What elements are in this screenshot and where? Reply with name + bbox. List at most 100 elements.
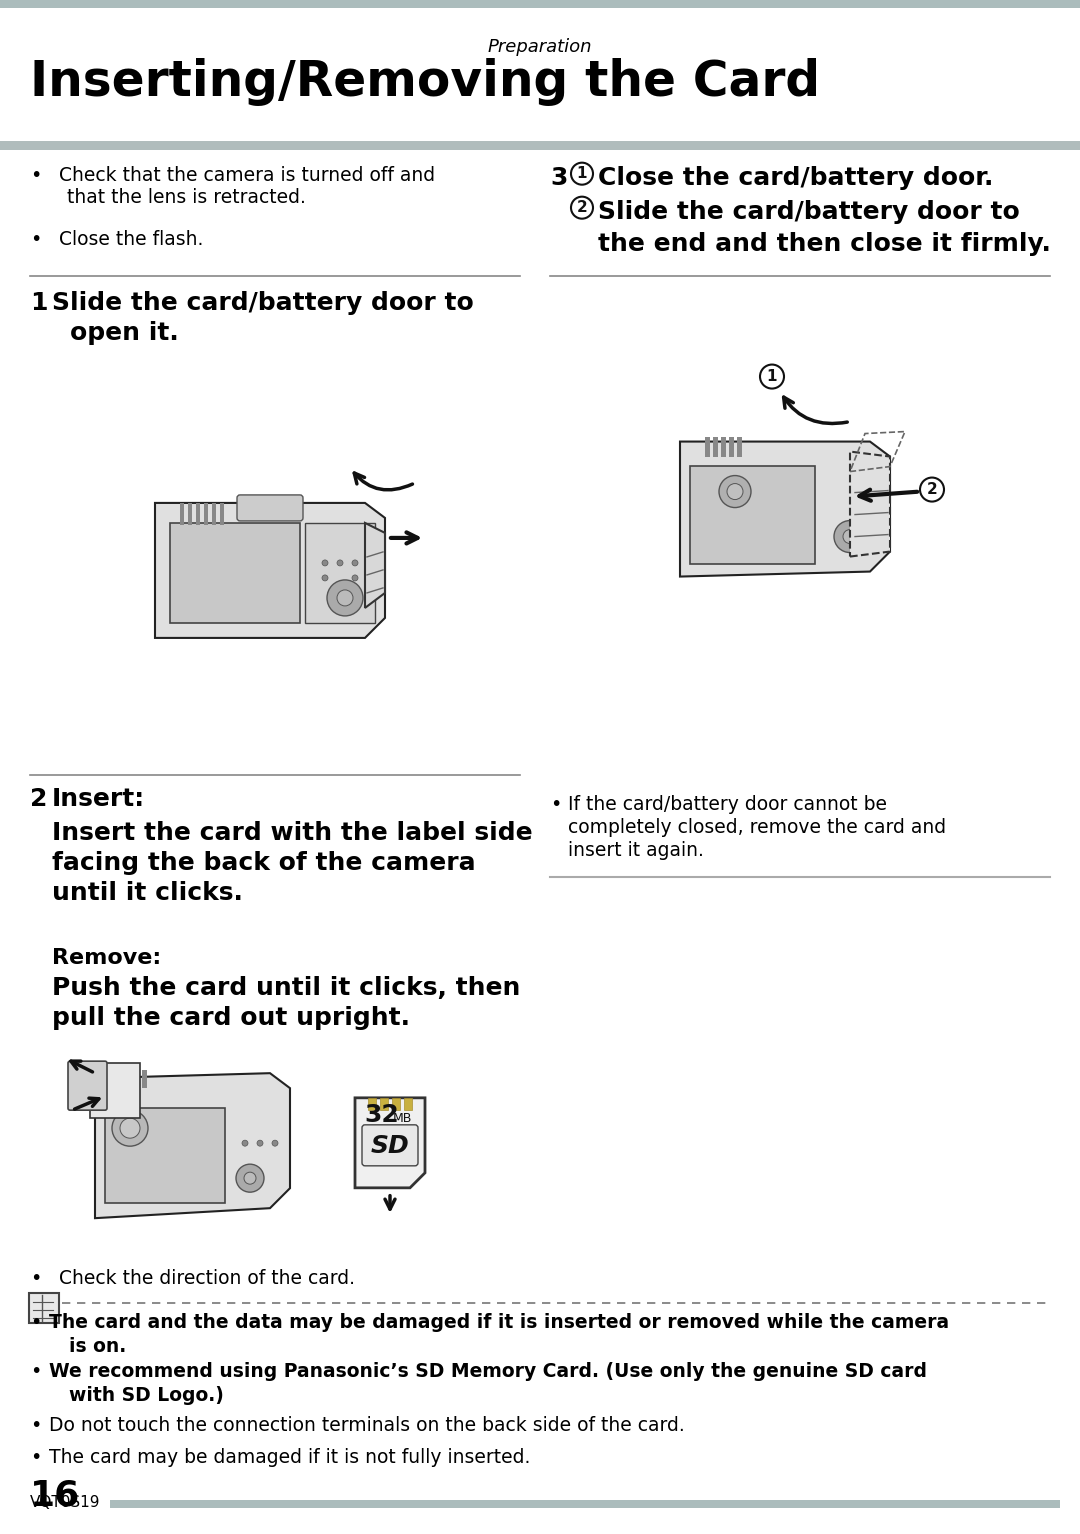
Circle shape <box>352 575 357 581</box>
FancyBboxPatch shape <box>29 1293 59 1322</box>
Text: 2: 2 <box>927 482 937 497</box>
Bar <box>180 503 184 525</box>
Text: •: • <box>30 1313 42 1332</box>
Polygon shape <box>850 451 890 557</box>
Bar <box>368 1098 376 1109</box>
Circle shape <box>337 591 353 606</box>
Bar <box>380 1098 388 1109</box>
Text: Inserting/Removing the Card: Inserting/Removing the Card <box>30 58 821 106</box>
Text: 2: 2 <box>577 199 588 215</box>
Polygon shape <box>365 523 384 607</box>
Text: •: • <box>30 166 42 184</box>
Text: 1: 1 <box>767 370 778 384</box>
Text: open it.: open it. <box>70 322 179 345</box>
Text: Check that the camera is turned off and: Check that the camera is turned off and <box>59 166 435 184</box>
Text: Slide the card/battery door to: Slide the card/battery door to <box>52 291 474 316</box>
Bar <box>392 1098 400 1109</box>
Bar <box>404 1098 411 1109</box>
FancyBboxPatch shape <box>362 1124 418 1166</box>
Text: 3: 3 <box>550 166 567 190</box>
FancyBboxPatch shape <box>170 523 300 623</box>
Circle shape <box>352 560 357 566</box>
Circle shape <box>244 1172 256 1184</box>
Text: •: • <box>30 1416 42 1434</box>
Circle shape <box>242 1140 248 1146</box>
Text: If the card/battery door cannot be: If the card/battery door cannot be <box>568 795 887 813</box>
Bar <box>220 503 224 525</box>
Bar <box>195 503 200 525</box>
Text: Preparation: Preparation <box>488 38 592 57</box>
Text: We recommend using Panasonic’s SD Memory Card. (Use only the genuine SD card: We recommend using Panasonic’s SD Memory… <box>50 1362 928 1381</box>
Circle shape <box>112 1111 148 1146</box>
Polygon shape <box>680 442 890 577</box>
Text: 2: 2 <box>30 787 48 811</box>
Circle shape <box>237 1164 264 1192</box>
Text: Close the flash.: Close the flash. <box>59 230 204 249</box>
Circle shape <box>272 1140 278 1146</box>
Circle shape <box>322 560 328 566</box>
Bar <box>141 1071 147 1088</box>
Bar <box>204 503 208 525</box>
Text: is on.: is on. <box>69 1338 126 1356</box>
Circle shape <box>834 520 866 552</box>
Bar <box>134 1071 139 1088</box>
Circle shape <box>120 1118 140 1138</box>
Text: 1: 1 <box>30 291 48 316</box>
FancyBboxPatch shape <box>90 1063 140 1118</box>
Text: Insert:: Insert: <box>52 787 146 811</box>
Text: VQT0S19: VQT0S19 <box>30 1496 100 1511</box>
Bar <box>721 437 726 457</box>
Text: the end and then close it firmly.: the end and then close it firmly. <box>598 232 1051 256</box>
Circle shape <box>257 1140 264 1146</box>
Polygon shape <box>95 1074 291 1218</box>
Text: Do not touch the connection terminals on the back side of the card.: Do not touch the connection terminals on… <box>50 1416 685 1434</box>
Text: •: • <box>30 1362 42 1381</box>
Text: 16: 16 <box>30 1479 81 1513</box>
Text: until it clicks.: until it clicks. <box>52 881 243 905</box>
Bar <box>713 437 718 457</box>
Text: SD: SD <box>370 1134 409 1158</box>
Circle shape <box>571 163 593 184</box>
Bar <box>110 1500 1059 1508</box>
Bar <box>737 437 742 457</box>
Circle shape <box>571 196 593 219</box>
Text: with SD Logo.): with SD Logo.) <box>69 1387 225 1405</box>
Bar <box>110 1071 114 1088</box>
Circle shape <box>727 483 743 500</box>
Circle shape <box>843 529 858 543</box>
Circle shape <box>322 575 328 581</box>
Text: Insert the card with the label side: Insert the card with the label side <box>52 821 532 845</box>
Text: that the lens is retracted.: that the lens is retracted. <box>67 187 307 207</box>
Text: Slide the card/battery door to: Slide the card/battery door to <box>598 199 1020 224</box>
Text: Push the card until it clicks, then: Push the card until it clicks, then <box>52 976 521 1000</box>
Text: •: • <box>30 1448 42 1467</box>
Text: 1: 1 <box>577 166 588 181</box>
Text: insert it again.: insert it again. <box>568 841 704 859</box>
Bar <box>705 437 710 457</box>
FancyBboxPatch shape <box>690 465 815 563</box>
Text: facing the back of the camera: facing the back of the camera <box>52 851 476 874</box>
Bar <box>212 503 216 525</box>
Bar <box>0 0 1080 8</box>
Text: Remove:: Remove: <box>52 948 162 968</box>
Text: Check the direction of the card.: Check the direction of the card. <box>59 1269 355 1287</box>
Circle shape <box>719 476 751 508</box>
Polygon shape <box>355 1098 426 1187</box>
FancyBboxPatch shape <box>305 523 375 623</box>
FancyBboxPatch shape <box>68 1062 107 1111</box>
Text: •: • <box>30 1269 42 1287</box>
Bar <box>729 437 734 457</box>
FancyBboxPatch shape <box>105 1108 225 1203</box>
Text: The card may be damaged if it is not fully inserted.: The card may be damaged if it is not ful… <box>50 1448 530 1467</box>
Bar <box>126 1071 131 1088</box>
Polygon shape <box>156 503 384 638</box>
Text: Close the card/battery door.: Close the card/battery door. <box>598 166 994 190</box>
Text: The card and the data may be damaged if it is inserted or removed while the came: The card and the data may be damaged if … <box>50 1313 949 1332</box>
Text: MB: MB <box>392 1112 411 1126</box>
Text: completely closed, remove the card and: completely closed, remove the card and <box>568 818 946 836</box>
Text: 32: 32 <box>365 1103 400 1127</box>
Text: •: • <box>550 795 562 813</box>
Bar <box>0 141 1080 150</box>
Circle shape <box>327 580 363 617</box>
Text: pull the card out upright.: pull the card out upright. <box>52 1006 410 1029</box>
